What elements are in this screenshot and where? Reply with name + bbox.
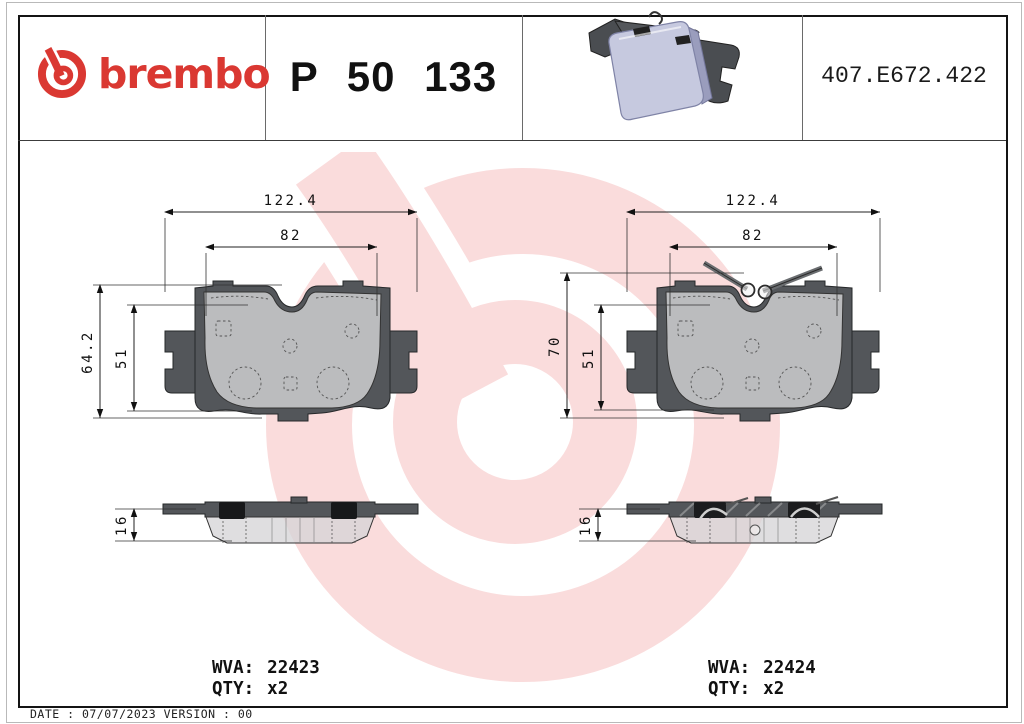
footer-revision-text: DATE : 07/07/2023 VERSION : 00 bbox=[30, 707, 253, 721]
qty-label: QTY: bbox=[212, 679, 255, 699]
header-cell-divider-2 bbox=[522, 15, 523, 140]
dim-left-height-pad: 51 bbox=[114, 347, 130, 369]
wva-value: 22424 bbox=[763, 658, 816, 678]
brembo-roundel-icon bbox=[37, 46, 87, 99]
brand-wordmark: brembo bbox=[98, 49, 271, 98]
dim-right-height-total: 70 bbox=[547, 335, 563, 357]
side-view-left: 16 bbox=[114, 496, 419, 544]
dim-right-thickness: 16 bbox=[578, 514, 594, 536]
header-cell-divider-1 bbox=[265, 15, 266, 140]
dim-right-width-pad: 82 bbox=[742, 228, 764, 244]
header-cell-divider-3 bbox=[802, 15, 803, 140]
wva-value: 22423 bbox=[267, 658, 320, 678]
wva-label: WVA: bbox=[708, 658, 751, 678]
spec-block-left: WVA: 22423 QTY: x2 bbox=[212, 658, 320, 700]
header-divider bbox=[18, 140, 1006, 141]
wva-label: WVA: bbox=[212, 658, 255, 678]
dim-left-width-pad: 82 bbox=[280, 228, 302, 244]
wva-row: WVA: 22423 bbox=[212, 658, 320, 679]
qty-label: QTY: bbox=[708, 679, 751, 699]
dim-right-height-pad: 51 bbox=[581, 347, 597, 369]
brembo-roundel-watermark bbox=[266, 152, 780, 682]
qty-row: QTY: x2 bbox=[212, 679, 320, 700]
front-view-right: 122.4 82 70 51 bbox=[547, 193, 881, 422]
part-number: P 50 133 bbox=[289, 53, 498, 100]
dim-right-width-total: 122.4 bbox=[726, 193, 781, 209]
wear-indicator-pins bbox=[702, 260, 823, 300]
front-view-left: 122.4 82 64.2 51 bbox=[80, 193, 418, 422]
qty-value: x2 bbox=[763, 679, 785, 699]
spec-block-right: WVA: 22424 QTY: x2 bbox=[708, 658, 816, 700]
catalog-code: 407.E672.422 bbox=[821, 63, 987, 89]
dim-left-thickness: 16 bbox=[114, 514, 130, 536]
qty-value: x2 bbox=[267, 679, 289, 699]
qty-row: QTY: x2 bbox=[708, 679, 816, 700]
brand-logo: brembo bbox=[34, 46, 271, 102]
wva-row: WVA: 22424 bbox=[708, 658, 816, 679]
brake-pad-3d-image bbox=[588, 11, 740, 121]
sheet-border bbox=[18, 15, 1008, 708]
dim-left-width-total: 122.4 bbox=[264, 193, 319, 209]
dim-left-height-total: 64.2 bbox=[80, 330, 96, 374]
side-view-right: 16 bbox=[578, 496, 883, 544]
